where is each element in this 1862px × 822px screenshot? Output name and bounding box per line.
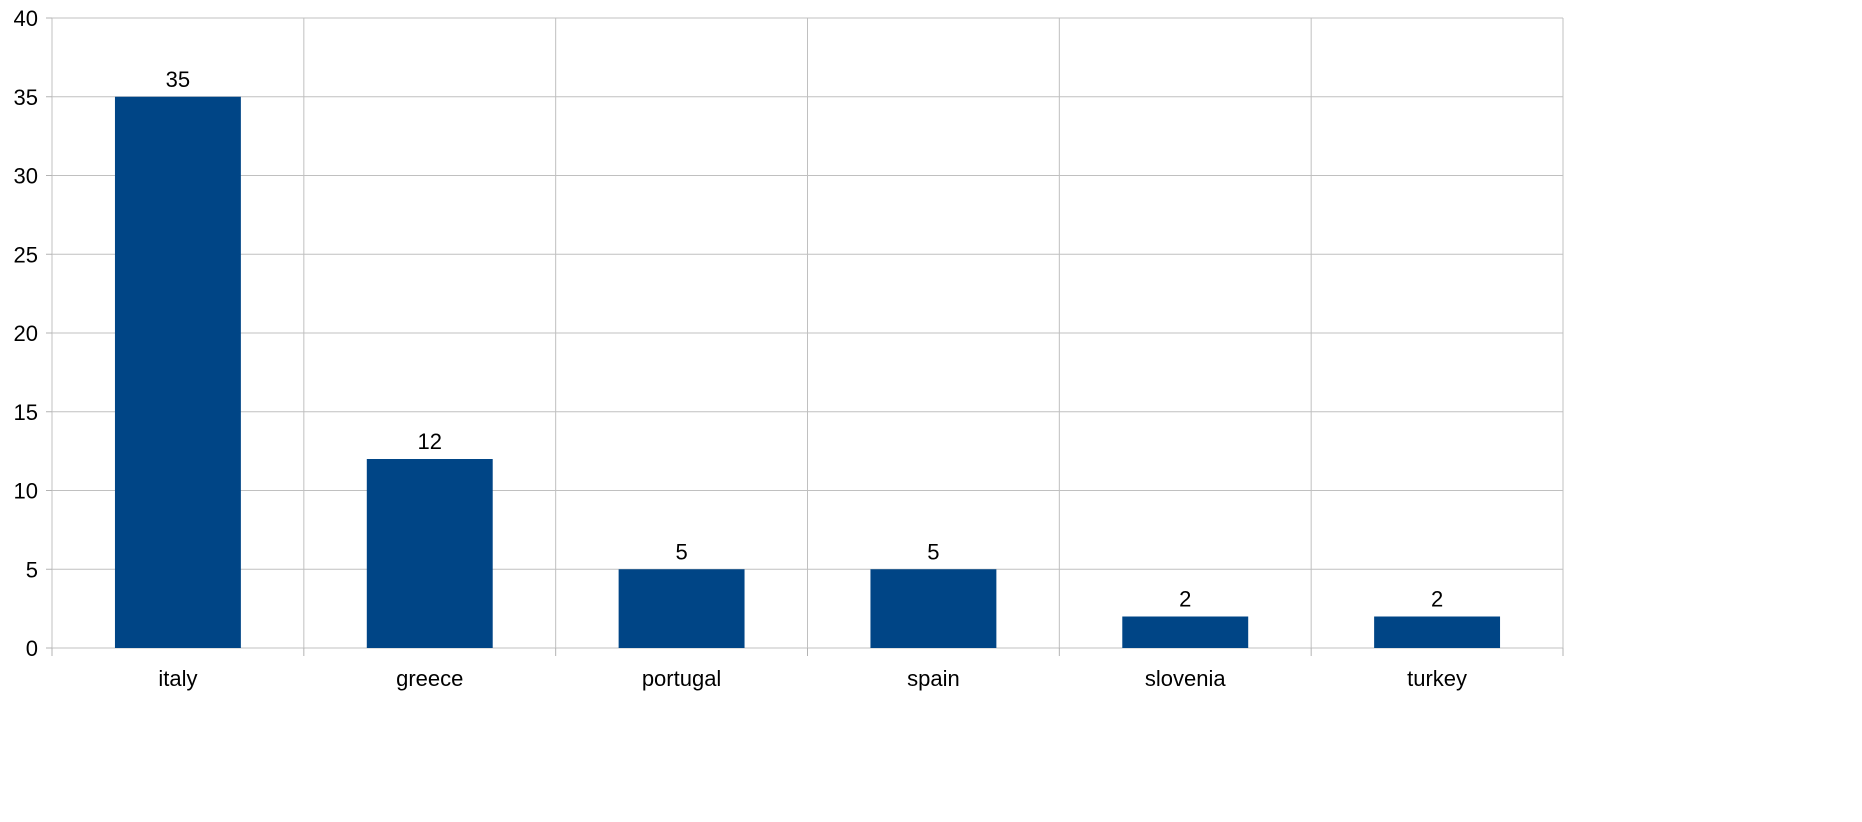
y-tick-label: 5 [26,557,38,582]
y-tick-label: 40 [14,6,38,31]
data-label-turkey: 2 [1431,587,1443,612]
y-tick-label: 35 [14,85,38,110]
y-tick-label: 15 [14,400,38,425]
category-label-turkey: turkey [1407,666,1467,691]
bar-greece [366,459,493,648]
vertical-gridlines [51,18,1564,648]
y-tick-label: 25 [14,242,38,267]
data-label-spain: 5 [927,539,939,564]
data-label-portugal: 5 [675,539,687,564]
category-label-italy: italy [158,666,197,691]
bar-slovenia [1122,616,1249,648]
category-label-slovenia: slovenia [1145,666,1226,691]
bars [114,96,1501,648]
y-axis-tick-labels: 0 5 10 15 20 25 30 35 40 [14,6,52,661]
data-label-slovenia: 2 [1179,587,1191,612]
bar-spain [870,569,997,648]
category-label-portugal: portugal [642,666,722,691]
data-label-greece: 12 [418,429,442,454]
y-tick-label: 10 [14,479,38,504]
bar-turkey [1374,616,1501,648]
category-label-spain: spain [907,666,960,691]
bar-portugal [618,569,745,648]
bar-italy [114,96,241,648]
y-tick-label: 0 [26,636,38,661]
x-axis-category-labels: italy greece portugal spain slovenia turkey [51,648,1564,691]
y-tick-label: 20 [14,321,38,346]
data-labels: 35 12 5 5 2 2 [166,67,1444,612]
category-label-greece: greece [396,666,463,691]
data-label-italy: 35 [166,67,190,92]
y-tick-label: 30 [14,164,38,189]
